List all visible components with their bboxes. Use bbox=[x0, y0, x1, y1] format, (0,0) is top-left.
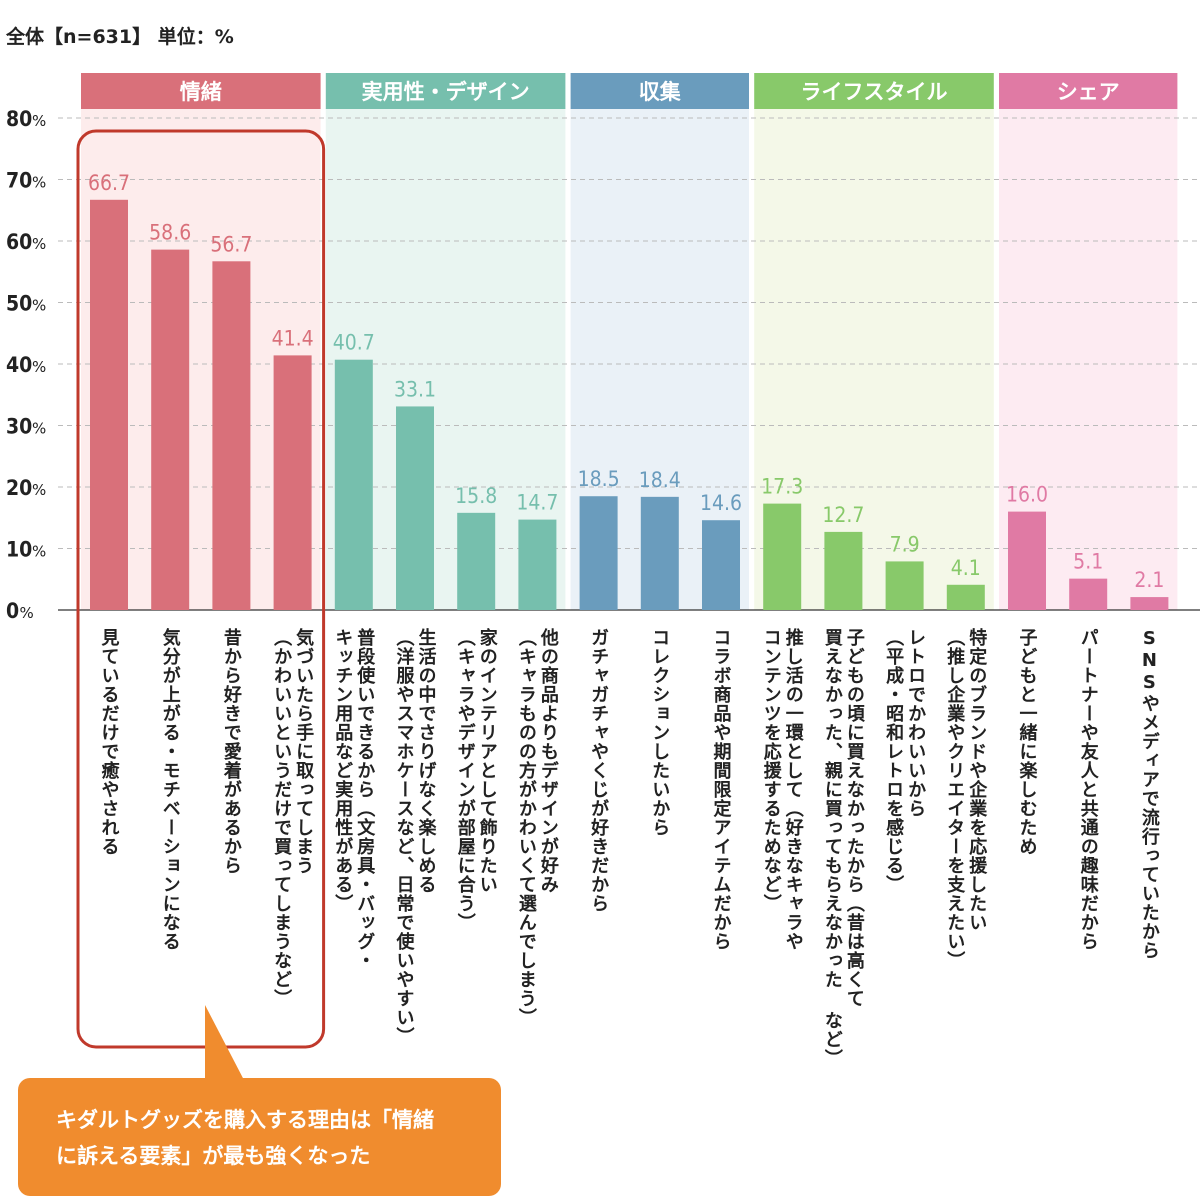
category-label: 普段使いできるから（文房具・バッグ・ bbox=[354, 627, 376, 970]
y-tick-unit: % bbox=[32, 481, 46, 499]
category-label: SNSやメディアで流行っていたから bbox=[1139, 628, 1161, 960]
value-label: 12.7 bbox=[822, 503, 864, 527]
bar bbox=[518, 519, 557, 610]
value-label: 5.1 bbox=[1073, 550, 1103, 574]
bar bbox=[151, 249, 190, 611]
value-label: 2.1 bbox=[1134, 568, 1164, 592]
y-tick-label: 30 bbox=[6, 415, 32, 439]
y-tick-label: 70 bbox=[6, 169, 32, 193]
value-label: 18.5 bbox=[578, 467, 620, 491]
category-label: （キャラやデザインが部屋に合う） bbox=[455, 628, 476, 932]
chart-subtitle: 全体【n=631】 単位：% bbox=[6, 26, 234, 48]
bar bbox=[212, 261, 251, 610]
value-label: 66.7 bbox=[88, 171, 130, 195]
category-label: 買えなかった、親に買ってもらえなかった など） bbox=[822, 628, 843, 1068]
y-tick-label: 60 bbox=[6, 230, 32, 254]
y-tick-label: 80 bbox=[6, 107, 32, 131]
category-label: コレクションしたいから bbox=[649, 628, 670, 837]
value-label: 58.6 bbox=[149, 221, 191, 245]
y-tick-unit: % bbox=[32, 358, 46, 376]
category-label: キッチン用品など実用性がある） bbox=[332, 628, 353, 913]
y-tick-label: 40 bbox=[6, 353, 32, 377]
highlight-box bbox=[76, 129, 326, 1049]
category-label: 気づいたら手に取ってしまう bbox=[293, 627, 314, 875]
value-label: 15.8 bbox=[455, 484, 497, 508]
category-label: 子どもと一緒に楽しむため bbox=[1017, 628, 1038, 856]
bar bbox=[702, 520, 740, 610]
group-header-label: 情緒 bbox=[180, 80, 222, 104]
y-tick-label: 10 bbox=[6, 538, 32, 562]
group-header-label: ライフスタイル bbox=[801, 80, 948, 104]
bar bbox=[90, 199, 128, 611]
value-label: 40.7 bbox=[333, 331, 375, 355]
category-label: （キャラものの方がかわいくて選んでしまう） bbox=[516, 628, 537, 1027]
value-label: 17.3 bbox=[761, 475, 803, 499]
y-tick-unit: % bbox=[32, 112, 46, 130]
y-tick-label: 20 bbox=[6, 476, 32, 500]
category-label: ガチャガチャやくじが好きだから bbox=[588, 628, 610, 913]
bar bbox=[334, 359, 373, 610]
value-label: 16.0 bbox=[1006, 483, 1048, 507]
category-label: コラボ商品や期間限定アイテムだから bbox=[711, 628, 732, 951]
category-label: レトロでかわいいから bbox=[905, 628, 926, 818]
bar bbox=[457, 512, 496, 610]
value-label: 7.9 bbox=[890, 532, 920, 556]
bar bbox=[396, 406, 434, 610]
bar bbox=[640, 496, 679, 610]
value-label: 41.4 bbox=[272, 326, 314, 350]
group-header-label: 実用性・デザイン bbox=[362, 80, 530, 104]
category-label: 気分が上がる・モチベーションになる bbox=[160, 627, 181, 951]
bar bbox=[824, 531, 863, 610]
category-label: 生活の中でさりげなく楽しめる bbox=[416, 627, 437, 894]
bar bbox=[579, 496, 618, 610]
category-label: 特定のブランドや企業を応援したい bbox=[966, 627, 988, 932]
y-tick-label: 50 bbox=[6, 292, 32, 316]
category-label: （洋服やスマホケースなど、日常で使いやすい） bbox=[394, 628, 416, 1046]
summary-callout: キダルトグッズを購入する理由は「情緒 に訴える要素」が最も強くなった bbox=[18, 1078, 501, 1196]
bar bbox=[885, 561, 924, 610]
bar bbox=[1008, 511, 1046, 610]
bar bbox=[1069, 578, 1108, 610]
y-tick-unit: % bbox=[32, 420, 46, 438]
group-header-label: 収集 bbox=[639, 80, 682, 104]
group-header bbox=[999, 73, 1178, 109]
category-label: 子どもの頃に買えなかったから（昔は高くて bbox=[844, 628, 865, 1008]
category-label: コンテンツを応援するためなど） bbox=[761, 628, 782, 913]
group-header bbox=[754, 73, 994, 109]
bar bbox=[1130, 597, 1169, 610]
group-header bbox=[81, 73, 321, 109]
y-tick-unit: % bbox=[32, 543, 46, 561]
category-label: 家のインテリアとして飾りたい bbox=[477, 627, 498, 894]
value-label: 18.4 bbox=[639, 468, 681, 492]
value-label: 4.1 bbox=[951, 556, 981, 580]
callout-line-2: に訴える要素」が最も強くなった bbox=[56, 1144, 371, 1168]
bar bbox=[273, 355, 312, 610]
value-label: 56.7 bbox=[210, 232, 252, 256]
bar bbox=[763, 503, 802, 610]
y-tick-unit: % bbox=[32, 297, 46, 315]
category-label: （推し企業やクリエイターを支えたい） bbox=[944, 628, 966, 970]
category-label: 他の商品よりもデザインが好み bbox=[538, 627, 560, 894]
y-tick-label: 0 bbox=[6, 599, 19, 623]
category-label: 推し活の一環として（好きなキャラや bbox=[783, 627, 805, 951]
y-tick-unit: % bbox=[20, 604, 34, 622]
category-label: （平成・昭和レトロを感じる） bbox=[883, 628, 904, 894]
group-header-label: シェア bbox=[1057, 80, 1120, 104]
callout-line-1: キダルトグッズを購入する理由は「情緒 bbox=[56, 1108, 434, 1132]
group-header bbox=[325, 73, 566, 109]
callout-pointer bbox=[205, 1005, 245, 1082]
value-label: 33.1 bbox=[394, 377, 436, 401]
group-header bbox=[570, 73, 749, 109]
bar bbox=[946, 584, 985, 610]
category-label: 見ているだけで癒やされる bbox=[99, 628, 121, 856]
value-label: 14.7 bbox=[516, 491, 558, 515]
category-label: 昔から好きで愛着があるから bbox=[221, 628, 243, 875]
y-tick-unit: % bbox=[32, 235, 46, 253]
category-label: （かわいいというだけで買ってしまうなど） bbox=[271, 628, 292, 1008]
y-tick-unit: % bbox=[32, 174, 46, 192]
category-label: パートナーや友人と共通の趣味だから bbox=[1078, 628, 1100, 951]
value-label: 14.6 bbox=[700, 491, 742, 515]
